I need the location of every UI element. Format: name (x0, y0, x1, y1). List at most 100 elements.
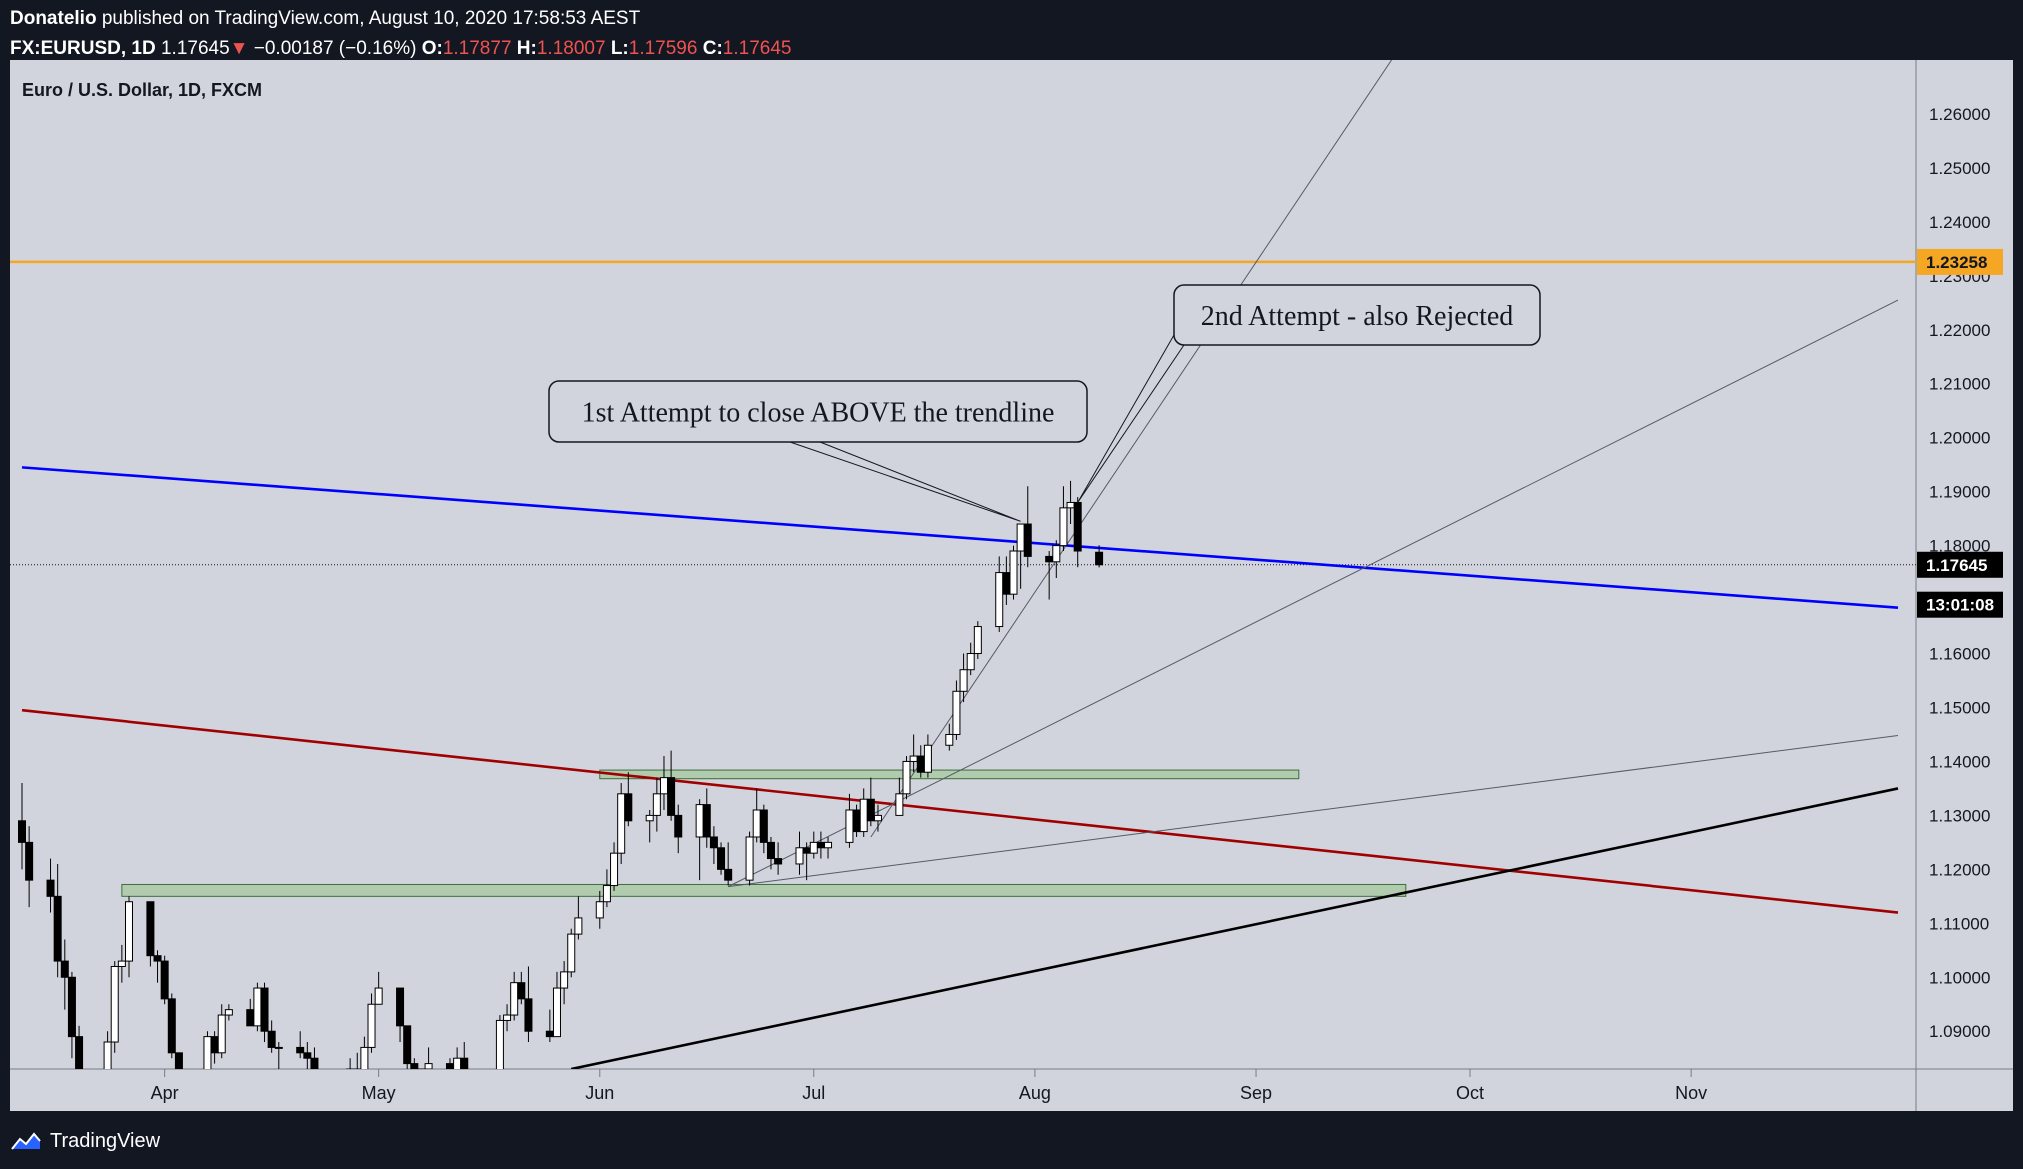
candle[interactable] (923, 734, 932, 778)
candle[interactable] (717, 842, 726, 875)
candle[interactable] (552, 971, 561, 1038)
candle[interactable] (617, 783, 626, 864)
support-zone-lower[interactable] (121, 883, 1407, 897)
candle[interactable] (745, 831, 754, 886)
candle[interactable] (602, 869, 611, 908)
candle[interactable] (160, 955, 169, 1005)
thin-trendline-medium[interactable] (727, 299, 1899, 888)
candle[interactable] (824, 836, 833, 859)
candle[interactable] (1023, 486, 1032, 568)
candle[interactable] (374, 971, 383, 1005)
publisher-name[interactable]: Donatelio (10, 8, 97, 29)
candle[interactable] (274, 1042, 283, 1080)
candle[interactable] (310, 1047, 319, 1074)
candle[interactable] (117, 944, 126, 983)
candle-body (1009, 550, 1018, 595)
candle[interactable] (795, 831, 804, 875)
candle[interactable] (445, 1058, 454, 1085)
candle[interactable] (75, 1025, 84, 1139)
candle[interactable] (303, 1042, 312, 1069)
candle[interactable] (367, 993, 376, 1053)
candle[interactable] (966, 642, 975, 676)
annotation-first-attempt-box[interactable] (548, 380, 1088, 443)
candle[interactable] (360, 1036, 369, 1080)
candle[interactable] (973, 621, 982, 659)
candle[interactable] (1009, 545, 1018, 600)
candle[interactable] (253, 982, 262, 1032)
candle[interactable] (959, 653, 968, 703)
black-trendline[interactable] (570, 787, 1899, 1069)
candle[interactable] (645, 810, 654, 843)
close-value: 1.17645 (722, 38, 792, 59)
candle[interactable] (952, 680, 961, 740)
candle[interactable] (560, 961, 569, 1005)
candle[interactable] (124, 896, 133, 978)
footer-brand[interactable]: TradingView (50, 1129, 161, 1152)
candle[interactable] (866, 777, 875, 827)
plot-area[interactable] (10, 60, 1916, 1111)
candle[interactable] (873, 804, 882, 832)
candle[interactable] (353, 1052, 362, 1080)
candle[interactable] (267, 1020, 276, 1053)
candle[interactable] (674, 804, 683, 854)
candle[interactable] (652, 777, 661, 832)
candle[interactable] (224, 1004, 233, 1021)
candle[interactable] (18, 783, 26, 870)
candle[interactable] (709, 826, 718, 864)
red-trendline[interactable] (21, 708, 1899, 914)
thin-trendline-shallow[interactable] (728, 735, 1899, 888)
candle[interactable] (424, 1047, 433, 1079)
candle[interactable] (766, 836, 775, 870)
candle[interactable] (174, 1052, 183, 1096)
candle[interactable] (995, 556, 1004, 632)
candle[interactable] (1052, 540, 1061, 578)
candle[interactable] (203, 1031, 212, 1090)
candle[interactable] (702, 788, 711, 848)
candle[interactable] (495, 1015, 504, 1080)
candle-body (503, 1014, 512, 1021)
blue-trendline[interactable] (21, 466, 1899, 609)
candle[interactable] (60, 939, 69, 1010)
candle[interactable] (67, 971, 76, 1059)
candle[interactable] (517, 971, 526, 1005)
candle[interactable] (396, 987, 405, 1043)
candle[interactable] (667, 750, 676, 821)
candle[interactable] (524, 966, 533, 1043)
candle[interactable] (403, 1025, 412, 1069)
candle[interactable] (153, 950, 162, 983)
candle[interactable] (296, 1031, 305, 1059)
candle[interactable] (503, 1004, 512, 1032)
annotation-second-attempt-box[interactable] (1173, 284, 1541, 346)
candle[interactable] (410, 1058, 419, 1096)
symbol-label[interactable]: FX:EURUSD, 1D (10, 38, 156, 59)
candle[interactable] (945, 723, 954, 751)
candle[interactable] (774, 842, 783, 875)
candle[interactable] (260, 982, 269, 1043)
price-axis[interactable] (1916, 60, 2013, 1111)
candle[interactable] (53, 863, 62, 978)
candle[interactable] (167, 993, 176, 1059)
candle[interactable] (574, 896, 583, 940)
candle[interactable] (346, 1058, 355, 1080)
support-zone-upper[interactable] (599, 769, 1300, 780)
candle[interactable] (46, 858, 55, 913)
candle[interactable] (1059, 486, 1068, 552)
candle[interactable] (146, 901, 155, 967)
tradingview-logo-icon[interactable] (10, 1131, 42, 1151)
candle[interactable] (902, 756, 911, 800)
candle[interactable] (25, 826, 34, 908)
candle[interactable] (595, 890, 604, 929)
candle[interactable] (624, 772, 633, 827)
candle[interactable] (217, 1004, 226, 1059)
candle-body (146, 901, 155, 957)
candle[interactable] (895, 777, 904, 816)
candle[interactable] (759, 804, 768, 854)
candle[interactable] (460, 1042, 469, 1080)
candle[interactable] (610, 842, 619, 891)
candle[interactable] (724, 842, 733, 886)
candle[interactable] (110, 961, 119, 1053)
candle[interactable] (567, 928, 576, 978)
candle[interactable] (1095, 545, 1104, 568)
candle[interactable] (103, 1031, 112, 1112)
